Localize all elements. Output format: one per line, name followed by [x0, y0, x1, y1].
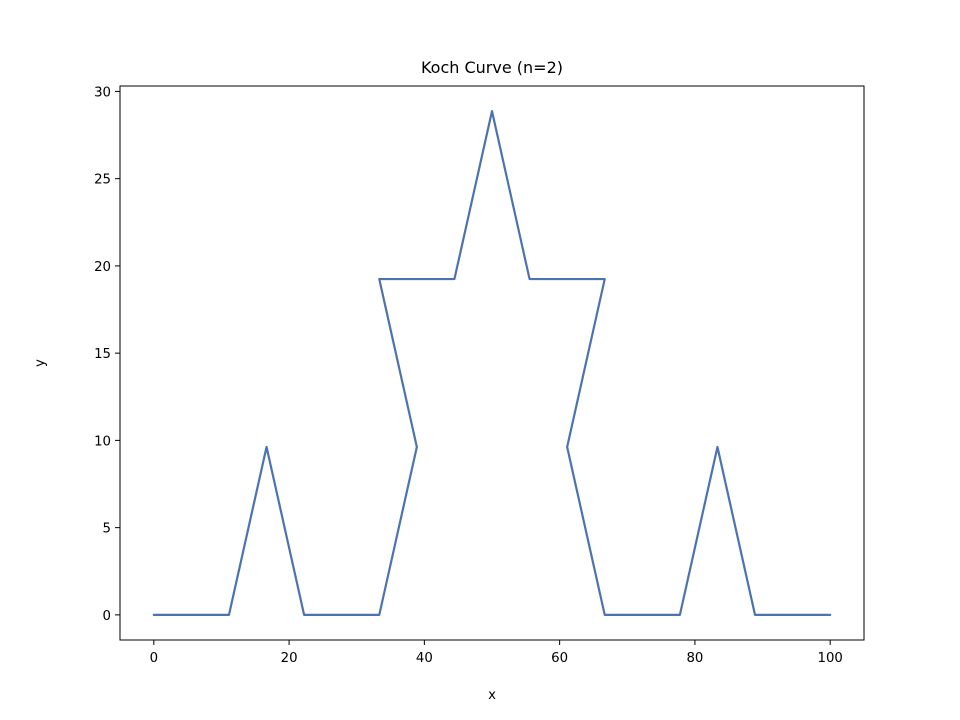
y-tick-label: 15	[94, 347, 111, 362]
x-axis-label: x	[488, 688, 496, 703]
y-tick-label: 5	[103, 522, 111, 537]
koch-curve-line	[152, 110, 832, 616]
y-tick-label: 20	[94, 260, 111, 275]
chart-title: Koch Curve (n=2)	[421, 58, 563, 77]
y-axis-label: y	[33, 359, 48, 367]
y-tick-label: 10	[94, 434, 111, 449]
x-tick-label: 80	[686, 651, 703, 666]
y-tick-label: 0	[103, 609, 111, 624]
plot-frame	[119, 85, 865, 641]
x-tick-label: 0	[150, 651, 158, 666]
x-tick-label: 100	[817, 651, 842, 666]
x-tick-label: 60	[551, 651, 568, 666]
x-tick-label: 20	[281, 651, 298, 666]
y-axis-ticks: 0 5 10 15 20 25 30	[94, 85, 120, 624]
y-tick-label: 25	[94, 173, 111, 188]
y-tick-label: 30	[94, 85, 111, 100]
x-axis-ticks: 0 20 40 60 80 100	[150, 640, 843, 666]
plot-area: 0 20 40 60 80 100 0 5 10 15 20 25 30	[94, 85, 865, 666]
x-tick-label: 40	[416, 651, 433, 666]
